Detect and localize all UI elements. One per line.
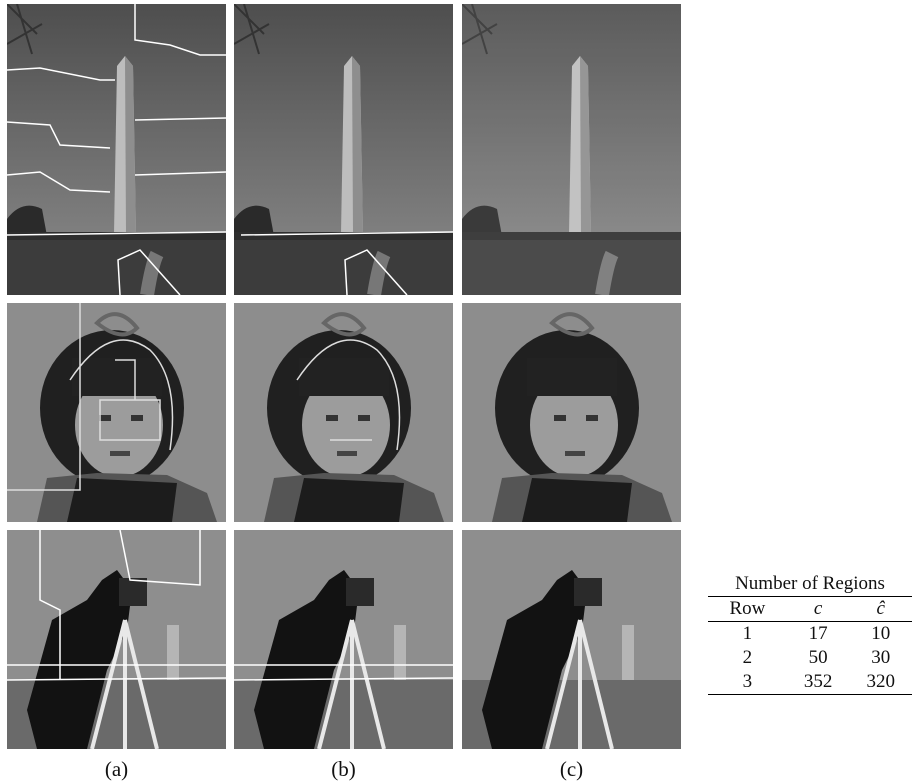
row-1 — [7, 0, 681, 295]
cell: 352 — [787, 670, 850, 695]
header-cell: ĉ — [849, 597, 912, 622]
panel-label: (a) — [7, 757, 226, 782]
cell: 2 — [708, 646, 787, 670]
cell: 17 — [787, 622, 850, 647]
cell: 1 — [708, 622, 787, 647]
image-b — [234, 303, 453, 522]
image-b — [234, 530, 453, 749]
image-a — [7, 4, 226, 295]
image-c — [462, 303, 681, 522]
figure-page: (a) (b) (c) Number of Regions Row c ĉ 11… — [0, 0, 914, 783]
panel-label: (b) — [234, 757, 453, 782]
image-b — [234, 4, 453, 295]
cell: 30 — [849, 646, 912, 670]
panel-label: (c) — [462, 757, 681, 782]
cell: 3 — [708, 670, 787, 695]
row-3 — [7, 530, 681, 749]
header-cell: Row — [708, 597, 787, 622]
image-a — [7, 303, 226, 522]
cell: 320 — [849, 670, 912, 695]
header-cell: c — [787, 597, 850, 622]
image-c — [462, 530, 681, 749]
image-c — [462, 4, 681, 295]
row-2 — [7, 303, 681, 522]
cell: 10 — [849, 622, 912, 647]
cell: 50 — [787, 646, 850, 670]
table-title: Number of Regions — [708, 572, 912, 597]
